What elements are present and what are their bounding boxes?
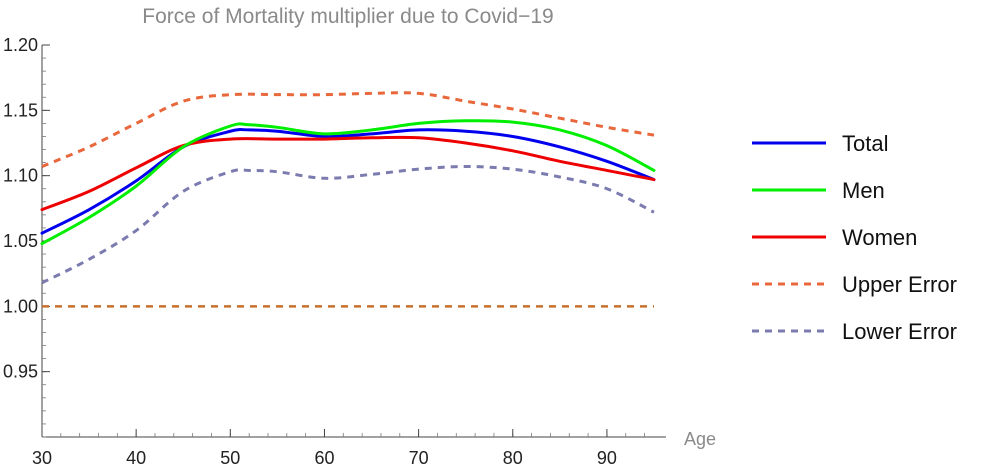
series-line-men: [40, 119, 656, 246]
axes: 0.95 1.00 1.05 1.10 1.15 1.20 30 40 50 60 70 80 90: [3, 35, 666, 468]
x-tick-label: 60: [314, 448, 334, 468]
x-tick-label: 30: [32, 448, 52, 468]
chart-title: Force of Mortality multiplier due to Cov…: [142, 5, 553, 28]
legend-label-upper-error: Upper Error: [842, 272, 957, 297]
y-tick-label: 1.15: [3, 100, 38, 120]
x-tick-label: 90: [597, 448, 617, 468]
series-line-upper-error: [41, 91, 655, 168]
legend: Total Men Women Upper Error Lower Error: [752, 131, 957, 344]
y-tick-label: 1.10: [3, 166, 38, 186]
x-axis-label: Age: [684, 429, 716, 449]
y-tick-label: 1.05: [3, 231, 38, 251]
legend-label-women: Women: [842, 225, 917, 250]
legend-label-lower-error: Lower Error: [842, 319, 957, 344]
series-line-women: [40, 135, 656, 212]
series-line-total: [40, 128, 656, 235]
x-tick-label: 40: [126, 448, 146, 468]
y-tick-label: 1.00: [3, 296, 38, 316]
x-tick-label: 80: [503, 448, 523, 468]
legend-label-men: Men: [842, 178, 885, 203]
x-tick-label: 70: [409, 448, 429, 468]
series-line-lower-error: [41, 165, 655, 285]
y-tick-label: 1.20: [3, 35, 38, 55]
y-tick-label: 0.95: [3, 362, 38, 382]
plot-lines: [40, 91, 656, 308]
legend-label-total: Total: [842, 131, 888, 156]
x-tick-label: 50: [220, 448, 240, 468]
